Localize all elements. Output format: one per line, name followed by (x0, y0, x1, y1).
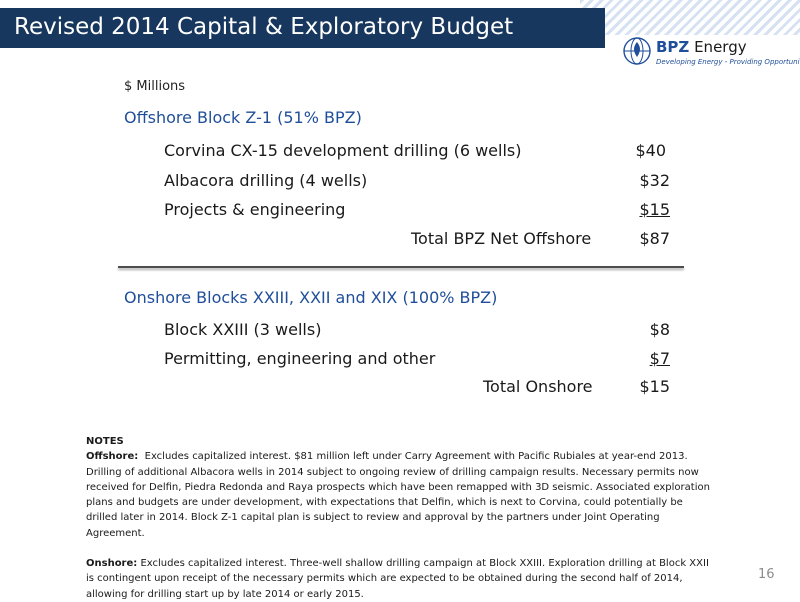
budget-row-label: Corvina CX-15 development drilling (6 we… (164, 141, 522, 160)
budget-row-label: Projects & engineering (164, 200, 346, 219)
onshore-heading: Onshore Blocks XXIII, XXII and XIX (100%… (124, 288, 498, 307)
logo-tagline: Developing Energy - Providing Opportunit… (656, 58, 800, 66)
budget-row-amount: $32 (639, 171, 670, 190)
budget-row: Permitting, engineering and other $7 (164, 349, 670, 373)
section-divider (118, 266, 684, 268)
budget-row-amount: $15 (639, 200, 670, 219)
onshore-total-amount: $15 (639, 377, 670, 396)
offshore-heading: Offshore Block Z-1 (51% BPZ) (124, 108, 362, 127)
offshore-note-text: Excludes capitalized interest. $81 milli… (86, 451, 710, 539)
company-logo: BPZ Energy Developing Energy - Providing… (622, 36, 800, 72)
header-stripe-decoration (580, 0, 800, 35)
onshore-note-label: Onshore: (86, 558, 138, 570)
page-number: 16 (758, 567, 775, 582)
budget-row-label: Albacora drilling (4 wells) (164, 171, 368, 190)
budget-row: Block XXIII (3 wells) $8 (164, 320, 670, 344)
budget-row-amount: $7 (649, 349, 670, 368)
offshore-note-label: Offshore: (86, 451, 139, 463)
logo-wordmark: BPZ Energy (656, 38, 747, 56)
budget-row-label: Block XXIII (3 wells) (164, 320, 322, 339)
globe-flame-icon (623, 37, 651, 65)
budget-row: Projects & engineering $15 (164, 200, 670, 224)
budget-row-amount: $8 (649, 320, 670, 339)
budget-row: Albacora drilling (4 wells) $32 (164, 171, 670, 195)
budget-row-label: Permitting, engineering and other (164, 349, 436, 368)
notes-spacer (86, 541, 716, 556)
onshore-note-text: Excludes capitalized interest. Three-wel… (86, 558, 709, 600)
budget-row-amount: $40 (635, 141, 666, 160)
logo-name-bold: BPZ (656, 38, 690, 56)
slide-title: Revised 2014 Capital & Exploratory Budge… (14, 14, 514, 40)
unit-label: $ Millions (124, 79, 186, 94)
onshore-total-label: Total Onshore (483, 377, 593, 396)
notes-heading: NOTES (86, 436, 124, 447)
budget-row: Corvina CX-15 development drilling (6 we… (164, 141, 670, 165)
title-bar: Revised 2014 Capital & Exploratory Budge… (0, 8, 605, 48)
logo-name-regular: Energy (689, 38, 747, 56)
offshore-total-label: Total BPZ Net Offshore (411, 229, 592, 248)
offshore-total-amount: $87 (639, 229, 670, 248)
notes-section: NOTES Offshore: Excludes capitalized int… (86, 434, 716, 602)
